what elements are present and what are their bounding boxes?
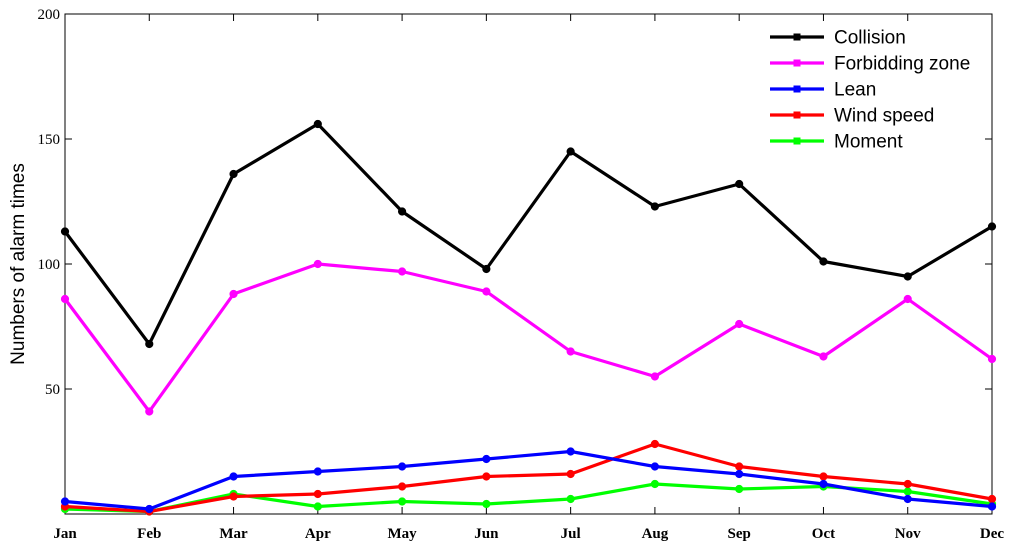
data-point: [397, 462, 407, 471]
data-point: [566, 494, 575, 504]
legend-label: Forbidding zone: [834, 54, 970, 75]
data-point: [313, 119, 322, 129]
data-point: [987, 222, 997, 231]
data-point: [313, 489, 322, 499]
data-point: [735, 319, 744, 329]
series-collision: [60, 119, 997, 349]
y-axis-ticks: 50 100 150 200: [38, 7, 992, 398]
x-tick-label: Aug: [642, 526, 669, 542]
y-tick-label: 100: [38, 257, 61, 273]
data-point: [60, 294, 70, 304]
series-line: [64, 442, 993, 514]
data-point: [566, 447, 575, 456]
x-tick-label: Jul: [561, 526, 581, 542]
data-point: [650, 462, 660, 471]
series-wind-speed: [60, 439, 997, 516]
data-point: [903, 487, 912, 496]
legend-label: Moment: [834, 132, 903, 153]
legend-marker: [793, 137, 801, 145]
x-tick-label: Jun: [474, 526, 499, 542]
legend-marker: [793, 111, 801, 119]
legend-label: Wind speed: [834, 106, 934, 127]
legend: Collision Forbidding zone Lean Wind speed Mo…: [770, 28, 970, 153]
data-point: [650, 439, 660, 449]
data-point: [60, 227, 70, 236]
data-point: [987, 494, 997, 504]
data-point: [145, 504, 154, 514]
data-point: [735, 462, 744, 471]
data-point: [819, 472, 828, 481]
legend-marker: [793, 85, 801, 93]
legend-item: Collision: [770, 28, 906, 49]
legend-marker: [793, 33, 801, 41]
legend-item: Lean: [770, 80, 876, 101]
data-point: [313, 467, 322, 476]
series-lean: [60, 447, 997, 514]
legend-label: Lean: [834, 80, 876, 101]
y-axis-title: Numbers of alarm times: [8, 163, 29, 365]
series-line: [63, 122, 993, 346]
series-forbidding-zone: [60, 259, 997, 416]
data-point: [987, 502, 997, 511]
data-point: [903, 479, 912, 489]
x-tick-label: Oct: [812, 526, 835, 542]
y-tick-label: 150: [38, 132, 61, 148]
data-point: [987, 354, 997, 364]
data-point: [819, 479, 828, 489]
data-point: [903, 272, 912, 281]
data-point: [482, 454, 491, 464]
y-tick-label: 50: [45, 382, 60, 398]
data-point: [229, 289, 238, 299]
data-point: [397, 482, 407, 491]
series-layer: [60, 119, 997, 516]
data-point: [145, 339, 154, 349]
x-tick-label: May: [388, 526, 418, 542]
data-point: [229, 169, 238, 179]
data-point: [482, 264, 491, 274]
x-tick-label: Apr: [305, 526, 331, 542]
x-tick-label: Sep: [728, 526, 751, 542]
x-tick-label: Dec: [980, 526, 1004, 542]
legend-marker: [793, 59, 801, 67]
data-point: [482, 287, 491, 296]
data-point: [735, 484, 744, 494]
legend-item: Wind speed: [770, 106, 934, 127]
data-point: [313, 502, 322, 511]
data-point: [903, 494, 912, 504]
data-point: [566, 347, 575, 356]
data-point: [819, 352, 828, 361]
data-point: [566, 469, 575, 479]
data-point: [397, 497, 407, 506]
legend-item: Moment: [770, 132, 903, 153]
legend-label: Collision: [834, 28, 906, 49]
x-tick-label: Jan: [53, 526, 77, 542]
x-tick-label: Feb: [137, 526, 161, 542]
data-point: [819, 257, 828, 266]
data-point: [482, 499, 491, 509]
data-point: [482, 472, 491, 481]
data-point: [60, 497, 70, 506]
data-point: [397, 207, 407, 216]
legend-item: Forbidding zone: [770, 54, 970, 75]
data-point: [145, 407, 154, 416]
data-point: [735, 179, 744, 189]
data-point: [229, 492, 238, 501]
x-tick-label: Nov: [895, 526, 921, 542]
data-point: [566, 147, 575, 156]
data-point: [229, 472, 238, 481]
data-point: [650, 372, 660, 381]
x-tick-label: Mar: [219, 526, 248, 542]
y-tick-label: 200: [38, 7, 61, 23]
series-line: [64, 449, 993, 511]
data-point: [397, 267, 407, 276]
data-point: [650, 479, 660, 489]
data-point: [313, 259, 322, 269]
data-point: [903, 294, 912, 304]
data-point: [735, 469, 744, 479]
series-line: [63, 262, 993, 414]
data-point: [650, 202, 660, 211]
